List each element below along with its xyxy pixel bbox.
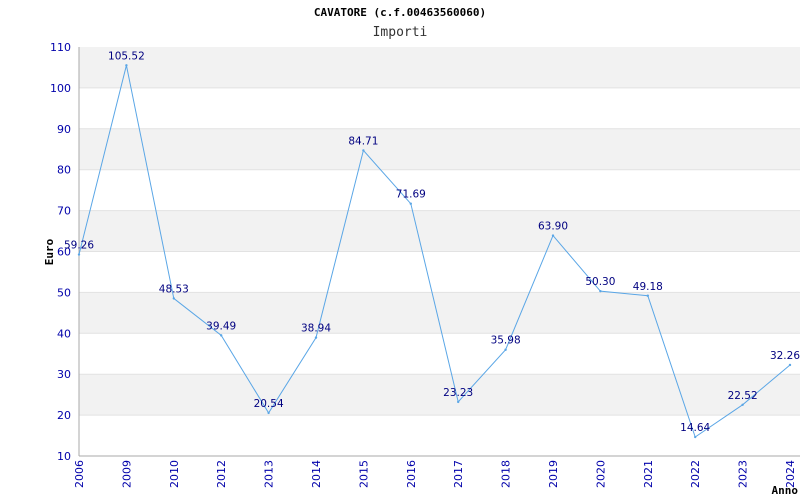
data-point xyxy=(362,149,365,152)
data-label: 84.71 xyxy=(348,135,378,147)
data-point xyxy=(646,294,649,297)
x-tick-label: 2013 xyxy=(263,460,276,488)
data-label: 32.26 xyxy=(770,350,800,362)
y-axis-label: Euro xyxy=(43,238,56,265)
y-tick-label: 40 xyxy=(57,327,71,340)
data-point xyxy=(314,336,318,339)
grid-band xyxy=(79,47,800,88)
data-label: 50.30 xyxy=(585,276,615,288)
chart-subtitle: Importi xyxy=(372,25,428,40)
y-tick-label: 50 xyxy=(57,286,71,299)
data-label: 63.90 xyxy=(538,221,568,233)
x-tick-label: 2009 xyxy=(120,460,133,488)
data-point xyxy=(694,435,697,439)
y-tick-label: 110 xyxy=(50,41,71,54)
y-tick-labels: 10 20 30 40 50 60 70 80 90 100 110 xyxy=(50,41,71,463)
x-axis-label: Anno xyxy=(772,484,799,497)
data-point xyxy=(457,400,460,404)
x-tick-labels: 2006 2009 2010 2012 2013 2014 2015 2016 2017 2018… xyxy=(73,460,797,488)
series-polyline xyxy=(78,65,791,438)
data-label: 35.98 xyxy=(491,335,521,347)
x-tick-label: 2023 xyxy=(737,460,750,488)
grid-band xyxy=(79,210,800,252)
data-point xyxy=(172,297,175,300)
data-point xyxy=(551,234,555,237)
x-tick-label: 2019 xyxy=(547,460,560,488)
grid-band xyxy=(79,128,800,170)
data-point xyxy=(409,202,412,205)
data-point xyxy=(220,334,223,337)
data-label: 20.54 xyxy=(254,398,284,410)
chart-title: CAVATORE (c.f.00463560060) xyxy=(313,6,487,19)
x-tick-label: 2018 xyxy=(500,460,513,488)
x-tick-label: 2021 xyxy=(642,460,655,488)
data-point xyxy=(741,403,744,406)
data-label: 59.26 xyxy=(64,240,94,252)
x-tick-label: 2010 xyxy=(168,460,181,488)
grid-band xyxy=(79,374,800,416)
x-tick-label: 2024 xyxy=(784,460,797,488)
data-label: 23.23 xyxy=(443,387,473,399)
x-tick-label: 2022 xyxy=(689,460,702,488)
data-label: 49.18 xyxy=(633,281,663,293)
data-label: 22.52 xyxy=(728,390,758,402)
data-point xyxy=(504,348,507,351)
data-label: 14.64 xyxy=(680,422,710,434)
data-label: 71.69 xyxy=(396,189,426,201)
x-tick-label: 2017 xyxy=(452,460,465,488)
data-labels: 59.26 105.52 48.53 39.49 20.54 38.94 84.71 71.6… xyxy=(64,50,800,434)
data-point xyxy=(267,411,270,415)
x-tick-label: 2015 xyxy=(357,460,370,488)
x-tick-label: 2014 xyxy=(310,460,323,488)
series-line xyxy=(77,64,792,439)
grid-bands xyxy=(79,47,800,457)
y-tick-label: 20 xyxy=(57,409,71,422)
y-tick-label: 30 xyxy=(57,368,71,381)
data-label: 39.49 xyxy=(206,320,236,332)
y-tick-label: 90 xyxy=(57,123,71,136)
data-label: 105.52 xyxy=(108,50,145,62)
chart-axes xyxy=(78,47,800,457)
grid-band xyxy=(79,292,800,334)
y-tick-label: 100 xyxy=(50,82,71,95)
data-point xyxy=(125,64,128,67)
data-label: 48.53 xyxy=(159,283,189,295)
data-point xyxy=(788,363,792,367)
data-label: 38.94 xyxy=(301,323,331,335)
y-tick-label: 10 xyxy=(57,450,71,463)
y-tick-label: 60 xyxy=(57,246,71,259)
data-point xyxy=(599,289,602,293)
data-point xyxy=(77,253,81,256)
x-tick-label: 2016 xyxy=(405,460,418,488)
y-tick-label: 70 xyxy=(57,205,71,218)
x-tick-label: 2006 xyxy=(73,460,86,488)
y-tick-label: 80 xyxy=(57,164,71,177)
x-tick-label: 2012 xyxy=(215,460,228,488)
x-tick-label: 2020 xyxy=(594,460,607,488)
